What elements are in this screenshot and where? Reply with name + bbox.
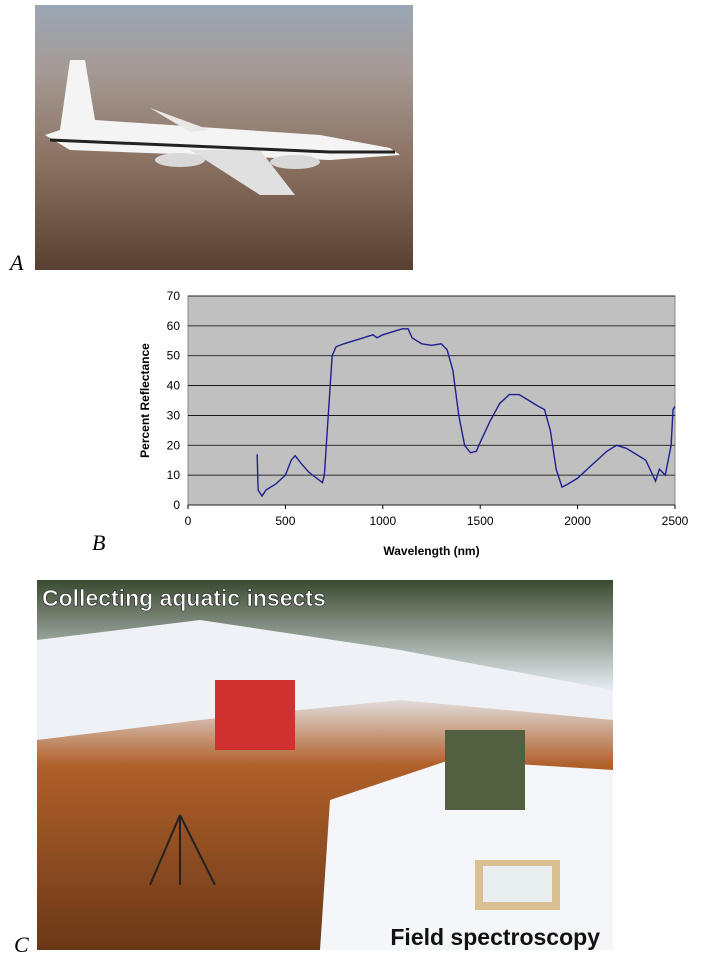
y-tick-label: 20 [167,438,181,452]
plot-area [188,296,675,505]
x-tick-label: 1500 [467,514,494,528]
x-tick-label: 1000 [369,514,396,528]
y-tick-label: 70 [167,289,181,303]
chart: 0 10 20 30 40 50 60 70 0 500 1000 1500 2000 2500 Wavel… [138,289,689,558]
photo-c [37,580,613,950]
page: A 0 10 20 30 40 50 60 70 0 500 1000 1500 2000 2500 Wav… [0,0,704,954]
y-axis-title: Percent Reflectance [138,343,152,458]
x-tick-label: 2000 [564,514,591,528]
y-tick-label: 30 [167,408,181,422]
y-tick-label: 10 [167,468,181,482]
x-tick-label: 2500 [662,514,689,528]
panel-label: A [8,250,24,275]
photo-a [35,5,413,270]
photo-caption: Collecting aquatic insects [42,585,326,611]
y-tick-label: 0 [173,498,180,512]
figure: A 0 10 20 30 40 50 60 70 0 500 1000 1500 2000 2500 Wav… [0,0,704,954]
y-tick-label: 40 [167,379,181,393]
x-tick-label: 0 [185,514,192,528]
y-tick-label: 50 [167,349,181,363]
x-tick-label: 500 [275,514,295,528]
panel-label: B [92,530,105,555]
photo-caption: Field spectroscopy [390,924,600,950]
panel-label: C [14,932,29,954]
y-tick-label: 60 [167,319,181,333]
x-axis-title: Wavelength (nm) [383,544,479,558]
